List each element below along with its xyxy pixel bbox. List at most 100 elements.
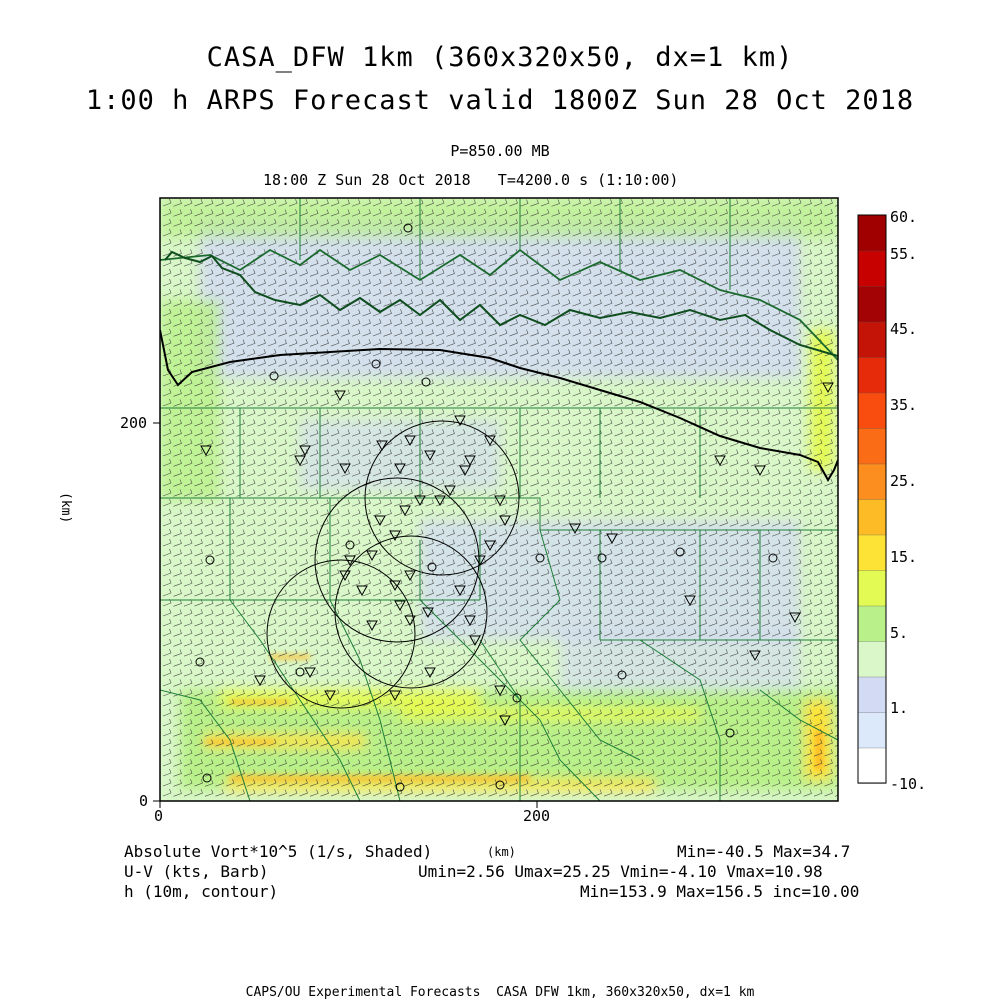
- colorbar-segment: [857, 321, 887, 358]
- station-triangle: [422, 607, 434, 619]
- station-triangle: [494, 685, 506, 697]
- station-triangle: [474, 555, 486, 567]
- station-triangle: [339, 463, 351, 475]
- colorbar-segment: [857, 711, 887, 749]
- station-circle: [205, 555, 215, 565]
- colorbar-label-35: 35.: [890, 396, 918, 414]
- station-triangle: [569, 523, 581, 535]
- colorbar-label-5: 5.: [890, 624, 909, 642]
- station-triangle: [469, 635, 481, 647]
- station-triangle: [334, 390, 346, 402]
- station-triangle: [200, 445, 212, 457]
- colorbar-segment: [857, 498, 887, 536]
- station-triangle: [404, 435, 416, 447]
- station-circle: [427, 562, 437, 572]
- colorbar-label-25: 25.: [890, 472, 918, 490]
- station-circle: [202, 773, 212, 783]
- station-triangle: [294, 455, 306, 467]
- legend-stats-height: Min=153.9 Max=156.5 inc=10.00: [580, 882, 860, 901]
- legend-field-height: h (10m, contour): [124, 882, 279, 901]
- station-circle: [617, 670, 627, 680]
- station-triangle: [254, 675, 266, 687]
- station-triangle: [606, 533, 618, 545]
- station-markers: [195, 223, 834, 792]
- colorbar-segment: [857, 356, 887, 394]
- station-triangle: [424, 450, 436, 462]
- legend-units: (km): [487, 845, 516, 859]
- station-triangle: [499, 715, 511, 727]
- station-triangle: [749, 650, 761, 662]
- colorbar-segment: [857, 605, 887, 642]
- station-triangle: [454, 585, 466, 597]
- footer-credit: CAPS/OU Experimental Forecasts CASA DFW …: [245, 985, 755, 1000]
- station-triangle: [339, 570, 351, 582]
- station-triangle: [499, 515, 511, 527]
- radar-range-rings: [266, 420, 520, 709]
- station-triangle: [789, 612, 801, 624]
- station-triangle: [366, 550, 378, 562]
- station-triangle: [299, 445, 311, 457]
- colorbar: [857, 214, 887, 784]
- station-circle: [345, 540, 355, 550]
- station-triangle: [424, 667, 436, 679]
- station-triangle: [684, 595, 696, 607]
- station-triangle: [389, 580, 401, 592]
- station-triangle: [484, 540, 496, 552]
- station-triangle: [414, 495, 426, 507]
- colorbar-label-neg10: -10.: [890, 775, 927, 793]
- colorbar-segment: [857, 676, 887, 713]
- colorbar-segment: [857, 569, 887, 607]
- station-triangle: [324, 690, 336, 702]
- station-triangle: [344, 555, 356, 567]
- station-triangle: [494, 495, 506, 507]
- height-contour: [160, 329, 838, 482]
- station-triangle: [464, 455, 476, 467]
- y-tick-200: 200: [120, 414, 148, 432]
- pressure-level: P=850.00 MB: [450, 142, 550, 160]
- station-triangle: [464, 615, 476, 627]
- station-triangle: [444, 485, 456, 497]
- county-boundaries: [160, 198, 838, 801]
- station-triangle: [374, 515, 386, 527]
- y-axis-label: (km): [58, 492, 73, 524]
- station-circle: [725, 728, 735, 738]
- station-triangle: [376, 440, 388, 452]
- station-circle: [597, 553, 607, 563]
- legend-stats-wind: Umin=2.56 Umax=25.25 Vmin=-4.10 Vmax=10.…: [418, 862, 823, 881]
- station-circle: [512, 693, 522, 703]
- station-circle: [768, 553, 778, 563]
- station-triangle: [356, 585, 368, 597]
- station-triangle: [304, 667, 316, 679]
- station-triangle: [404, 570, 416, 582]
- vorticity-shading: [160, 198, 838, 801]
- colorbar-label-55: 55.: [890, 245, 918, 263]
- valid-time-line: 18:00 Z Sun 28 Oct 2018 T=4200.0 s (1:10…: [263, 171, 679, 189]
- station-triangle: [459, 465, 471, 477]
- y-tick-0: 0: [139, 792, 149, 810]
- colorbar-segment: [857, 640, 887, 678]
- station-circle: [371, 359, 381, 369]
- station-triangle: [394, 600, 406, 612]
- legend-field-vorticity: Absolute Vort*10^5 (1/s, Shaded): [124, 842, 433, 861]
- colorbar-segment: [857, 214, 887, 252]
- station-circle: [395, 782, 405, 792]
- colorbar-segment: [857, 427, 887, 465]
- x-tick-0: 0: [154, 807, 164, 825]
- colorbar-label-45: 45.: [890, 320, 918, 338]
- station-circle: [269, 371, 279, 381]
- station-triangle: [454, 415, 466, 427]
- colorbar-label-1: 1.: [890, 699, 909, 717]
- station-triangle: [389, 530, 401, 542]
- station-triangle: [399, 505, 411, 517]
- colorbar-segment: [857, 285, 887, 323]
- title-line-2: 1:00 h ARPS Forecast valid 1800Z Sun 28 …: [85, 85, 915, 116]
- colorbar-segment: [857, 534, 887, 571]
- station-triangle: [404, 615, 416, 627]
- station-triangle: [394, 463, 406, 475]
- station-triangle: [366, 620, 378, 632]
- colorbar-label-15: 15.: [890, 548, 918, 566]
- station-circle: [421, 377, 431, 387]
- colorbar-segment: [857, 463, 887, 500]
- colorbar-segment: [857, 392, 887, 429]
